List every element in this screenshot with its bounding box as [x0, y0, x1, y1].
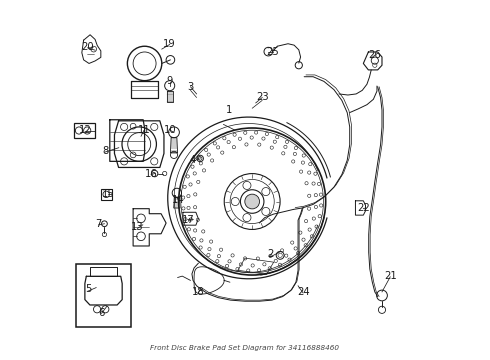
- Text: 17: 17: [182, 215, 195, 225]
- Bar: [101, 189, 112, 200]
- Circle shape: [245, 194, 260, 209]
- Text: 21: 21: [384, 271, 396, 281]
- Text: 25: 25: [267, 46, 279, 57]
- Bar: [74, 123, 95, 138]
- Text: 6: 6: [98, 308, 105, 318]
- Text: 24: 24: [297, 287, 309, 297]
- Text: 20: 20: [82, 42, 94, 52]
- Text: 10: 10: [164, 125, 177, 135]
- Text: 12: 12: [79, 125, 92, 135]
- Text: 2: 2: [267, 248, 273, 258]
- Text: 11: 11: [138, 125, 150, 135]
- Bar: [76, 264, 131, 327]
- Text: 4: 4: [190, 155, 196, 165]
- Text: 16: 16: [145, 168, 157, 179]
- Text: Front Disc Brake Pad Set Diagram for 34116888460: Front Disc Brake Pad Set Diagram for 341…: [150, 345, 340, 351]
- Text: 3: 3: [187, 82, 194, 92]
- Text: 23: 23: [256, 92, 269, 102]
- Text: 13: 13: [131, 222, 144, 232]
- Text: 14: 14: [172, 195, 185, 205]
- Text: 5: 5: [85, 284, 91, 294]
- Text: 26: 26: [368, 50, 381, 60]
- Text: 22: 22: [357, 203, 370, 213]
- Text: 15: 15: [101, 189, 114, 199]
- Text: 19: 19: [163, 39, 176, 49]
- Text: 1: 1: [226, 105, 232, 115]
- Text: 9: 9: [167, 76, 173, 86]
- Text: 18: 18: [192, 287, 205, 297]
- Text: 8: 8: [102, 146, 108, 156]
- Text: 7: 7: [96, 219, 102, 229]
